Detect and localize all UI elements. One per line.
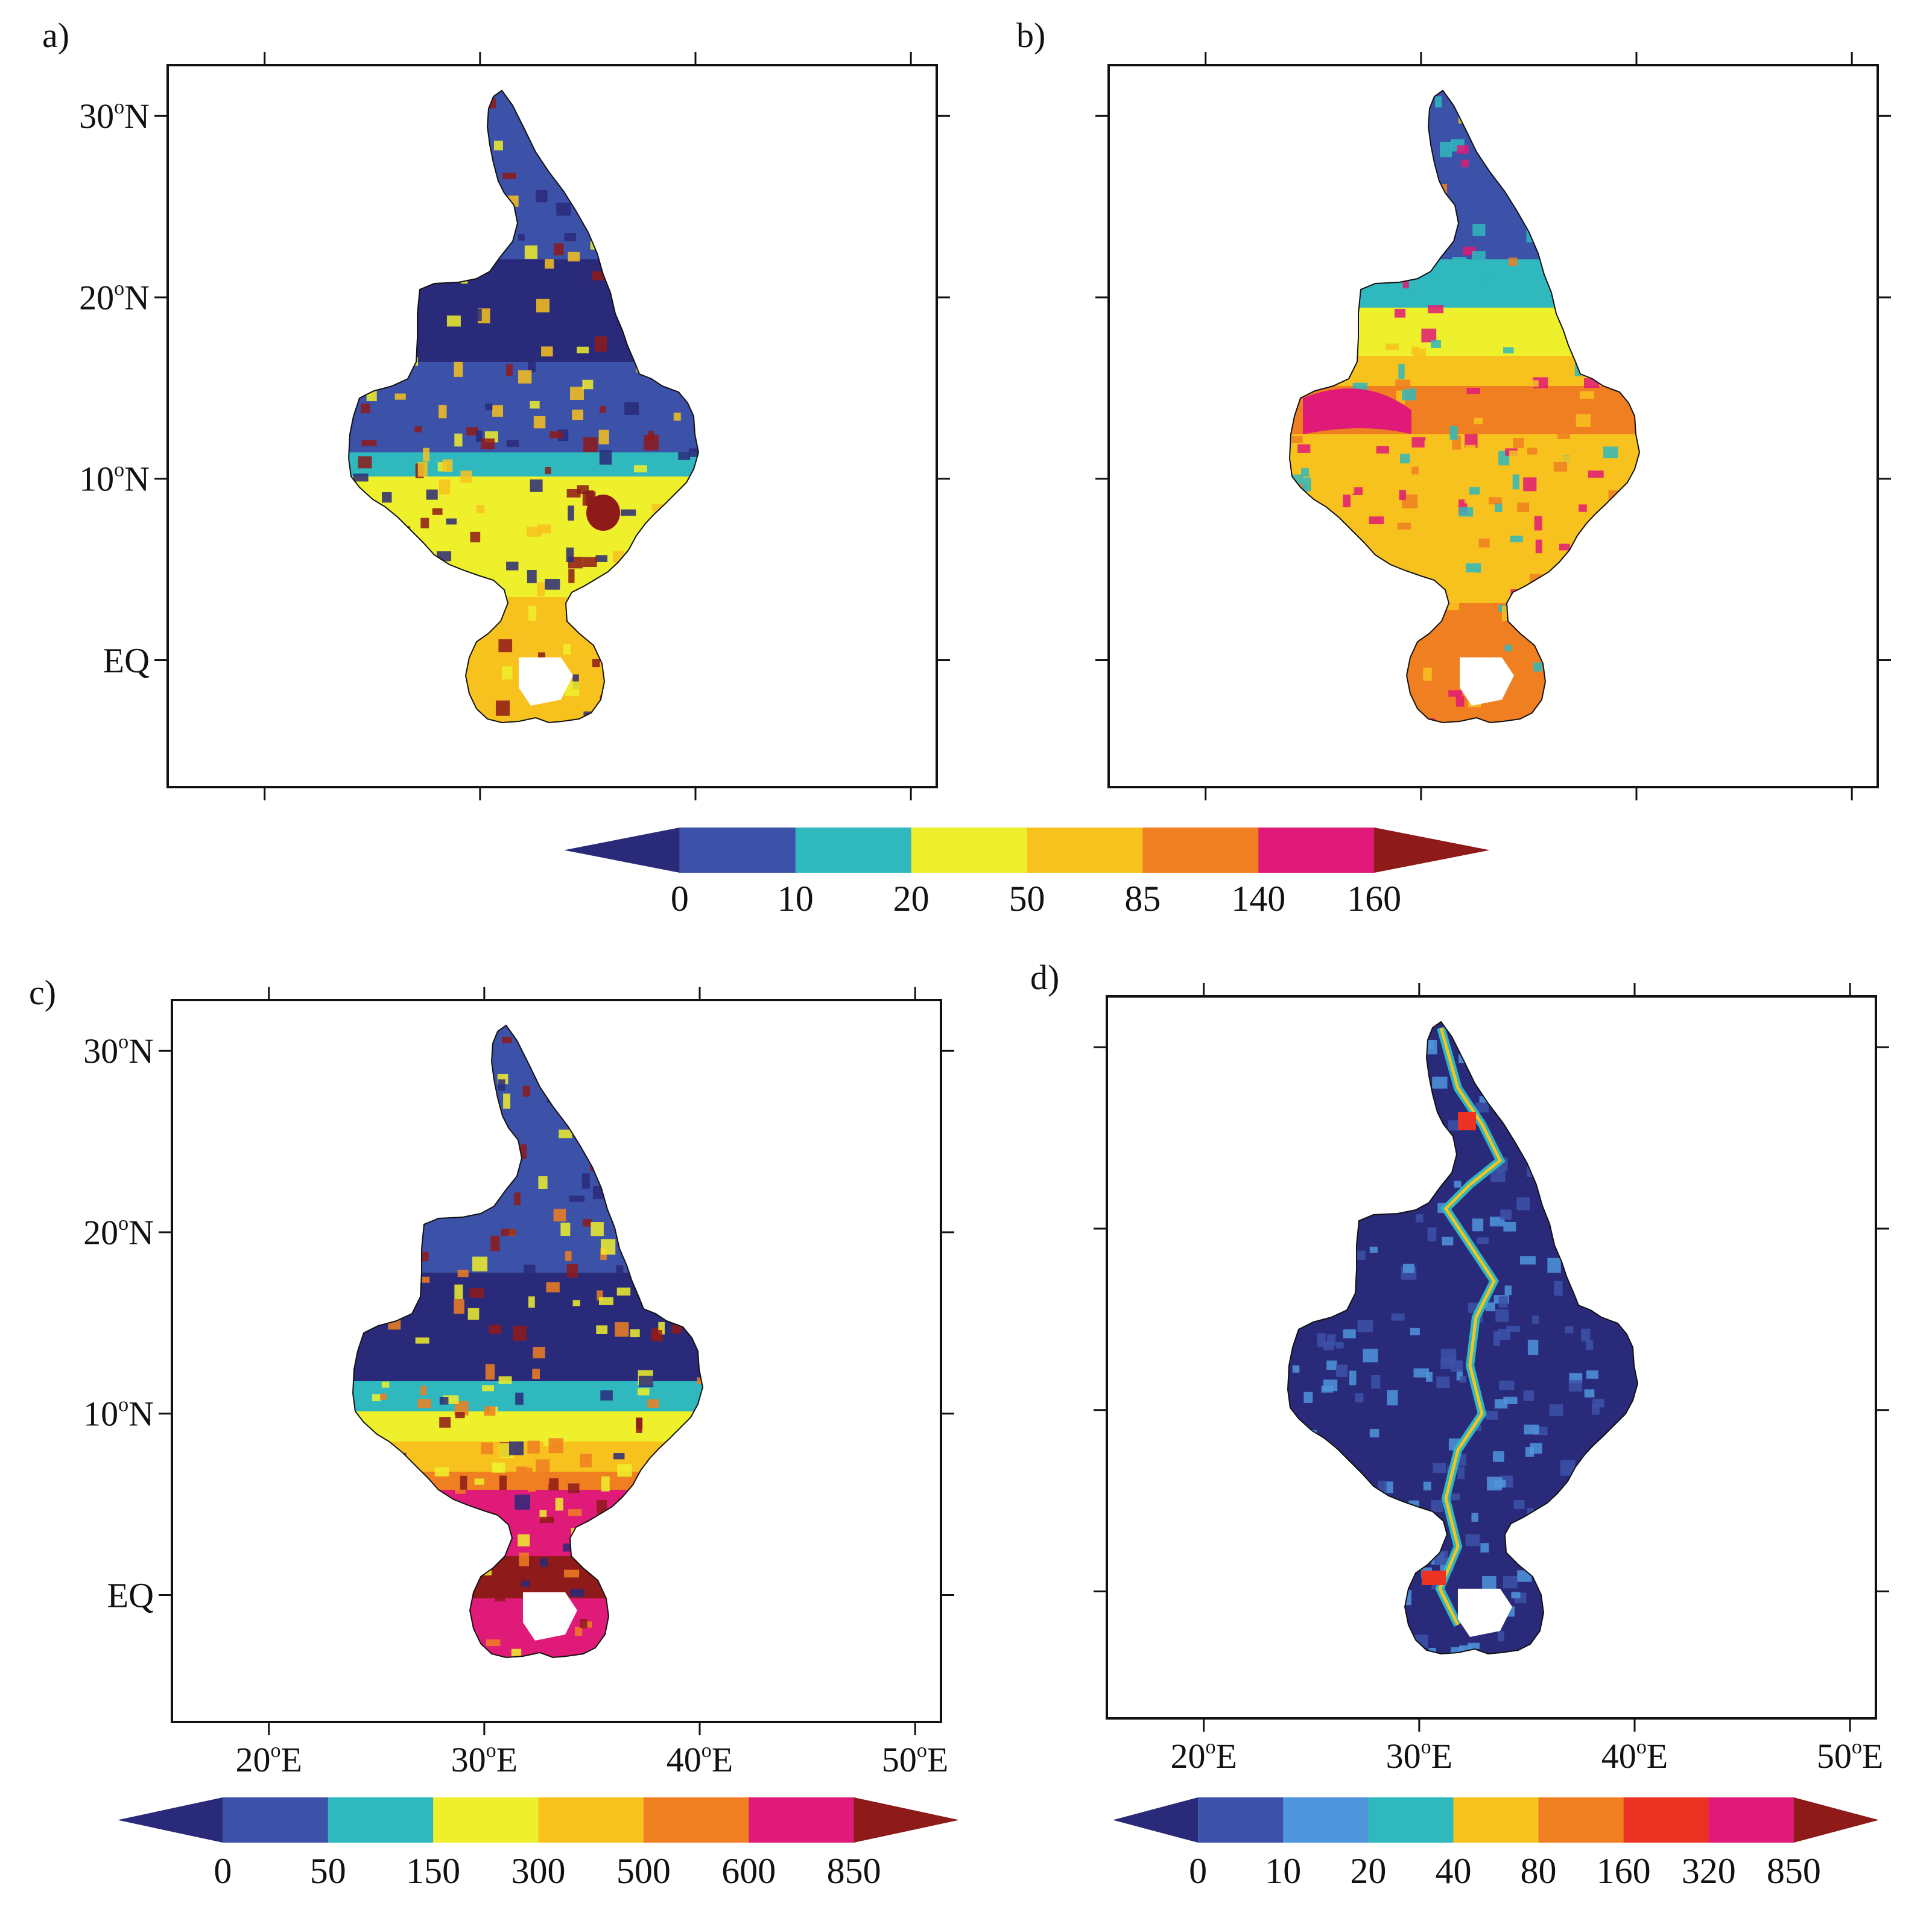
panel-b: b) (1016, 16, 1891, 800)
colorbar-swatch (1368, 1797, 1454, 1843)
colorbar-over-triangle (854, 1797, 959, 1843)
lon-tick-label: 50oE (882, 1739, 948, 1779)
colorbar-swatch (643, 1797, 750, 1843)
lon-tick-label: 40oE (1601, 1736, 1668, 1776)
lat-tick-label: 20oN (83, 1212, 154, 1252)
colorbar-swatch (1283, 1797, 1369, 1843)
colorbar-swatch (749, 1797, 855, 1843)
lon-tick-label: 20oE (235, 1739, 302, 1779)
lat-tick-label: 10oN (79, 459, 150, 499)
colorbar-label: 0 (671, 879, 689, 919)
colorbar-swatch (911, 828, 1028, 873)
colorbar-swatch (328, 1797, 434, 1843)
colorbar-label: 140 (1231, 879, 1285, 919)
colorbar-label: 40 (1435, 1851, 1471, 1891)
colorbar-label: 850 (1767, 1851, 1821, 1891)
lon-tick-label: 30oE (1386, 1736, 1452, 1776)
colorbar-label: 160 (1347, 879, 1401, 919)
colorbar-c: 0 50 150 300 500 600 850 (118, 1797, 959, 1891)
lon-tick-label: 50oE (1817, 1736, 1883, 1776)
colorbar-swatch (1453, 1797, 1539, 1843)
colorbar-over-triangle (1793, 1797, 1879, 1843)
lat-tick-label: 10oN (83, 1394, 154, 1434)
panel-a: a) 30oN 20oN 10oN EQ (42, 16, 950, 800)
colorbar-under-triangle (118, 1797, 223, 1843)
basin-map (352, 1025, 703, 1658)
colorbar-d: 0 10 20 40 80 160 320 850 (1113, 1797, 1879, 1891)
colorbar-label: 850 (827, 1851, 881, 1891)
basin-map (1289, 90, 1640, 723)
colorbar-swatch (1708, 1797, 1794, 1843)
colorbar-under-triangle (1113, 1797, 1199, 1843)
basin-map (1287, 1021, 1638, 1654)
panel-d: d) 20oE 30oE 40oE 50oE (1030, 958, 1889, 1776)
colorbar-swatch (1258, 828, 1375, 873)
colorbar-swatch (538, 1797, 644, 1843)
colorbar-label: 20 (893, 879, 930, 919)
colorbar-under-triangle (564, 828, 680, 873)
colorbar-label: 320 (1682, 1851, 1736, 1891)
panel-c: c) 30oN 20oN 10oN EQ 20oE 30oE 40oE 50oE (29, 973, 954, 1779)
lat-tick-label: 30oN (83, 1031, 154, 1071)
colorbar-label: 500 (616, 1851, 671, 1891)
colorbar-label: 50 (310, 1851, 346, 1891)
panel-label: c) (29, 973, 56, 1012)
colorbar-swatch (433, 1797, 539, 1843)
lon-tick-label: 30oE (451, 1739, 518, 1779)
colorbar-label: 600 (721, 1851, 776, 1891)
colorbar-swatch (1623, 1797, 1709, 1843)
colorbar-ab: 0 10 20 50 85 140 160 (564, 828, 1490, 919)
colorbar-label: 10 (1265, 1851, 1301, 1891)
panel-label: d) (1030, 958, 1059, 997)
colorbar-swatch (1198, 1797, 1284, 1843)
colorbar-label: 10 (778, 879, 814, 919)
lat-tick-label: EQ (107, 1575, 154, 1615)
map-frame (1106, 995, 1877, 1720)
colorbar-label: 20 (1350, 1851, 1386, 1891)
colorbar-swatch (1027, 828, 1144, 873)
lon-tick-label: 20oE (1170, 1736, 1237, 1776)
colorbar-label: 300 (512, 1851, 566, 1891)
colorbar-swatch (1142, 828, 1259, 873)
colorbar-swatch (1538, 1797, 1624, 1843)
colorbar-label: 0 (214, 1851, 232, 1891)
lat-tick-label: EQ (103, 641, 150, 680)
lat-tick-label: 30oN (79, 96, 150, 136)
panel-label: a) (42, 16, 69, 55)
colorbar-label: 85 (1124, 879, 1161, 919)
colorbar-label: 80 (1521, 1851, 1557, 1891)
lat-tick-label: 20oN (79, 277, 150, 317)
colorbar-label: 0 (1189, 1851, 1207, 1891)
colorbar-label: 160 (1597, 1851, 1651, 1891)
map-frame (166, 64, 938, 788)
map-frame (1107, 64, 1879, 788)
map-frame (171, 999, 942, 1723)
colorbar-swatch (223, 1797, 329, 1843)
basin-map (348, 90, 699, 723)
colorbar-label: 50 (1009, 879, 1045, 919)
lon-tick-label: 40oE (667, 1739, 733, 1779)
panel-label: b) (1016, 16, 1045, 55)
colorbar-label: 150 (406, 1851, 460, 1891)
colorbar-swatch (679, 828, 796, 873)
colorbar-over-triangle (1374, 828, 1490, 873)
colorbar-swatch (795, 828, 912, 873)
